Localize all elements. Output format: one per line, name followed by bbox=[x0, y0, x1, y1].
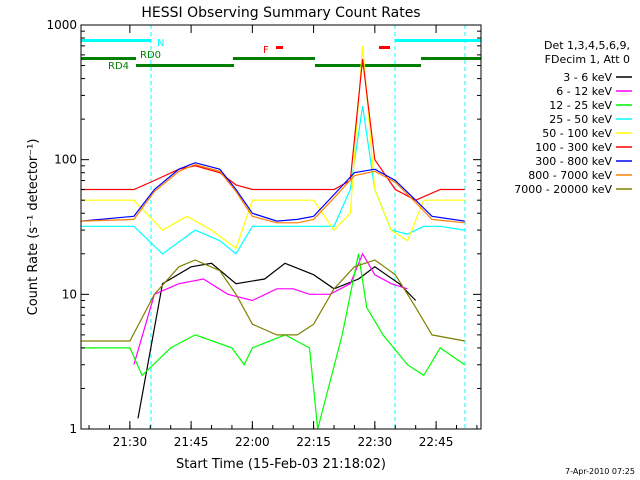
night-bar bbox=[395, 39, 481, 42]
x-axis: 21:30 21:45 22:00 22:15 22:30 22:45 bbox=[88, 25, 478, 449]
night-bar bbox=[81, 39, 151, 42]
saa-bar-rd0 bbox=[233, 57, 315, 60]
x-axis-label: Start Time (15-Feb-03 21:18:02) bbox=[176, 457, 386, 472]
series-line-3 bbox=[81, 253, 466, 429]
saa-bar-rd0 bbox=[421, 57, 481, 60]
footer-timestamp: 7-Apr-2010 07:25 bbox=[565, 467, 635, 476]
y-tick-label: 1 bbox=[69, 422, 77, 436]
legend: Det 1,3,4,5,6,9, FDecim 1, Att 0 3 - 6 k… bbox=[514, 39, 632, 196]
flare-bar bbox=[276, 46, 283, 49]
x-tick-label: 22:30 bbox=[358, 435, 393, 449]
saa-label-rd4: RD4 bbox=[108, 61, 129, 72]
series-line-8 bbox=[81, 163, 465, 224]
x-tick-label: 21:45 bbox=[174, 435, 209, 449]
legend-entry-label: 50 - 100 keV bbox=[542, 127, 612, 140]
y-axis: 1 10 100 1000 bbox=[46, 18, 481, 436]
x-tick-label: 22:15 bbox=[296, 435, 331, 449]
saa-bar-rd4 bbox=[315, 64, 421, 67]
legend-entry-label: 3 - 6 keV bbox=[563, 71, 612, 84]
plot-area bbox=[80, 24, 482, 430]
y-tick-label: 100 bbox=[54, 153, 77, 167]
x-tick-label: 21:30 bbox=[113, 435, 148, 449]
series-line-1 bbox=[137, 262, 417, 419]
series-line-5 bbox=[81, 45, 465, 250]
y-tick-label: 1000 bbox=[46, 18, 77, 32]
chart-title: HESSI Observing Summary Count Rates bbox=[141, 5, 420, 21]
saa-bar-rd0 bbox=[81, 57, 136, 60]
annotations: N F RD0 RD4 bbox=[108, 38, 269, 72]
y-tick-label: 10 bbox=[62, 287, 77, 301]
legend-entry-label: 800 - 7000 keV bbox=[528, 169, 612, 182]
y-axis-label: Count Rate (s⁻¹ detector⁻¹) bbox=[26, 139, 41, 316]
x-tick-label: 22:00 bbox=[235, 435, 270, 449]
flare-label: F bbox=[263, 45, 269, 56]
legend-entry-label: 100 - 300 keV bbox=[535, 141, 612, 154]
legend-entry-label: 25 - 50 keV bbox=[549, 113, 612, 126]
series-line-4 bbox=[81, 106, 465, 255]
legend-entry-label: 300 - 800 keV bbox=[535, 155, 612, 168]
legend-header-line-2: FDecim 1, Att 0 bbox=[545, 53, 630, 66]
night-label: N bbox=[157, 38, 164, 49]
series-line-9 bbox=[81, 259, 465, 342]
series-line-2 bbox=[133, 252, 408, 365]
legend-header-line-1: Det 1,3,4,5,6,9, bbox=[544, 39, 630, 52]
saa-label-rd0: RD0 bbox=[140, 50, 161, 61]
legend-entry-label: 7000 - 20000 keV bbox=[514, 183, 612, 196]
x-tick-label: 22:45 bbox=[419, 435, 454, 449]
series-line-7 bbox=[81, 162, 465, 222]
flare-bar bbox=[379, 46, 390, 49]
saa-bar-rd4 bbox=[136, 64, 234, 67]
legend-entry-label: 12 - 25 keV bbox=[549, 99, 612, 112]
legend-entry-label: 6 - 12 keV bbox=[556, 85, 612, 98]
